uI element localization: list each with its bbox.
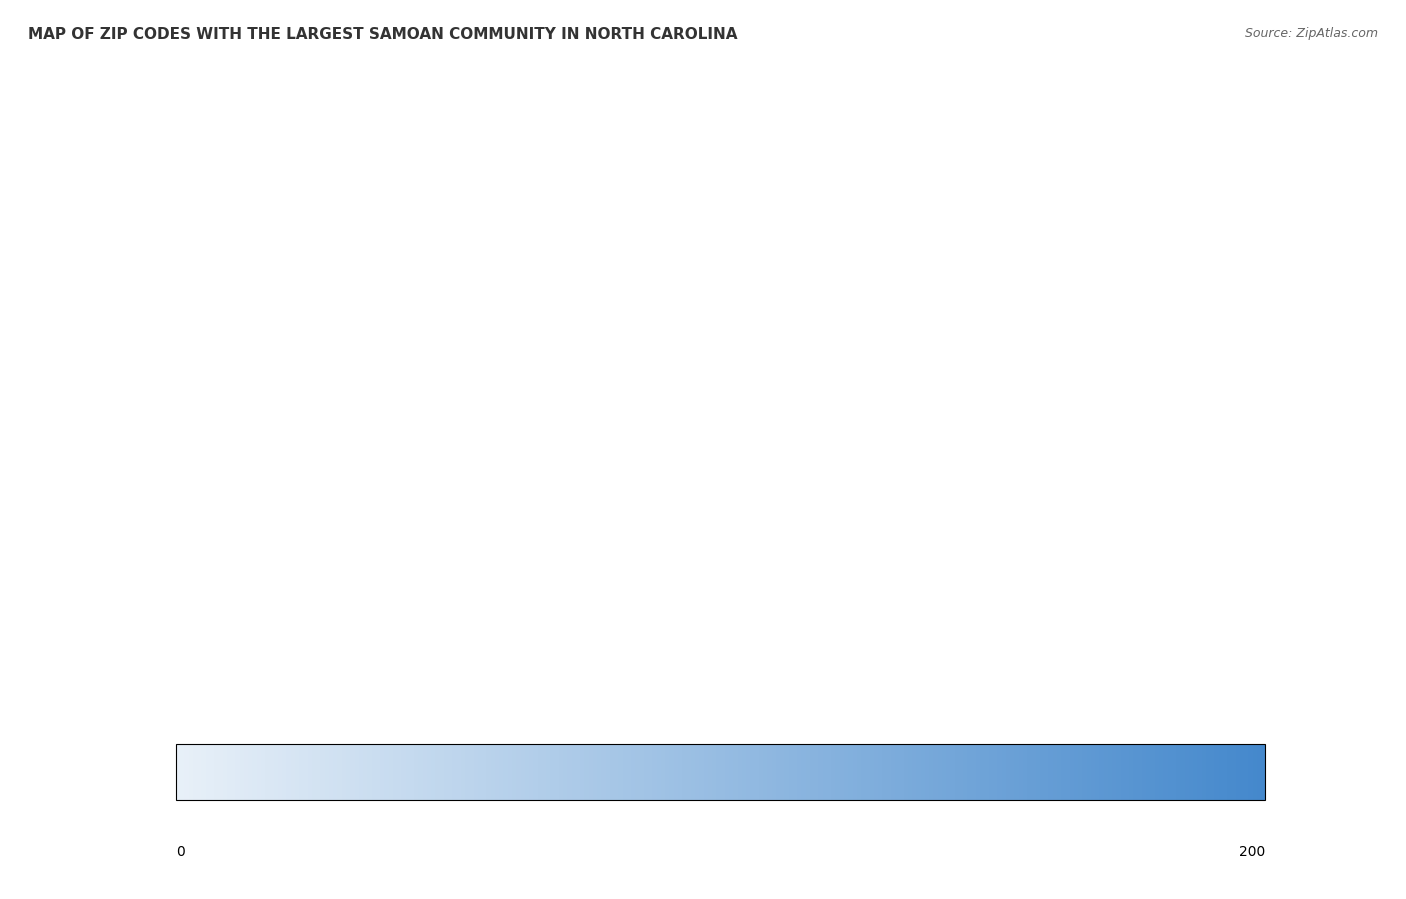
Text: Source: ZipAtlas.com: Source: ZipAtlas.com (1244, 27, 1378, 40)
Text: 200: 200 (1239, 845, 1265, 859)
Text: 0: 0 (176, 845, 184, 859)
Text: MAP OF ZIP CODES WITH THE LARGEST SAMOAN COMMUNITY IN NORTH CAROLINA: MAP OF ZIP CODES WITH THE LARGEST SAMOAN… (28, 27, 738, 42)
